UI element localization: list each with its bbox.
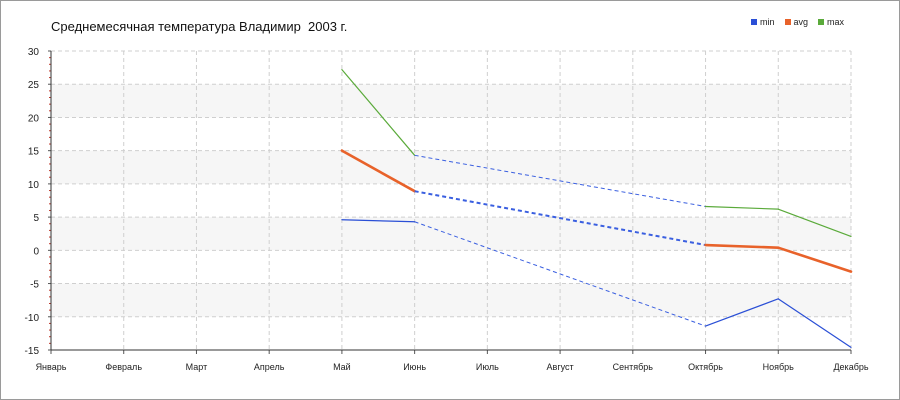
series-min-segment <box>341 219 416 223</box>
series-max-segment <box>704 205 779 210</box>
x-tick-label: Май <box>333 362 351 372</box>
x-tick-label: Март <box>186 362 208 372</box>
y-tick-label: -15 <box>25 346 40 357</box>
legend: min avg max <box>751 17 844 27</box>
y-tick-label: 25 <box>28 80 40 91</box>
series-max-segment <box>777 208 852 237</box>
x-tick-label: Декабрь <box>833 362 868 372</box>
y-tick-label: -10 <box>25 313 40 324</box>
y-tick-label: 15 <box>28 147 40 158</box>
chart-title: Среднемесячная температура Владимир 2003… <box>51 19 348 34</box>
series-avg-segment <box>704 243 780 249</box>
legend-swatch-max <box>818 19 825 25</box>
x-tick-label: Июнь <box>403 362 426 372</box>
x-tick-label: Апрель <box>254 362 285 372</box>
series-min-segment <box>777 298 852 348</box>
legend-item-min: min <box>751 17 775 27</box>
y-tick-label: 30 <box>28 47 40 58</box>
legend-label-avg: avg <box>793 17 809 27</box>
x-tick-label: Сентябрь <box>613 362 654 372</box>
grid-band <box>51 84 851 118</box>
series-max-gap <box>414 154 706 207</box>
series-avg-segment <box>776 246 853 273</box>
series-min-segment <box>704 298 779 327</box>
grid-band <box>51 283 851 317</box>
x-tick-label: Февраль <box>105 362 142 372</box>
legend-label-min: min <box>760 17 775 27</box>
y-tick-label: 5 <box>33 213 39 224</box>
y-tick-label: -5 <box>30 280 39 291</box>
grid-band <box>51 150 851 184</box>
series-avg-gap <box>414 190 706 247</box>
y-tick-label: 20 <box>28 113 40 124</box>
legend-item-max: max <box>818 17 844 27</box>
legend-label-max: max <box>827 17 845 27</box>
x-tick-label: Октябрь <box>688 362 723 372</box>
series-avg-segment <box>340 149 416 193</box>
x-tick-label: Август <box>547 362 574 372</box>
x-tick-label: Июль <box>476 362 499 372</box>
legend-swatch-min <box>751 19 757 25</box>
series-min-gap <box>414 221 706 327</box>
y-tick-label: 0 <box>33 246 39 257</box>
legend-item-avg: avg <box>784 17 809 27</box>
x-tick-label: Ноябрь <box>763 362 795 372</box>
series-max-segment <box>341 69 416 156</box>
y-tick-label: 10 <box>28 180 40 191</box>
x-tick-label: Январь <box>36 362 67 372</box>
legend-swatch-avg <box>784 19 791 25</box>
